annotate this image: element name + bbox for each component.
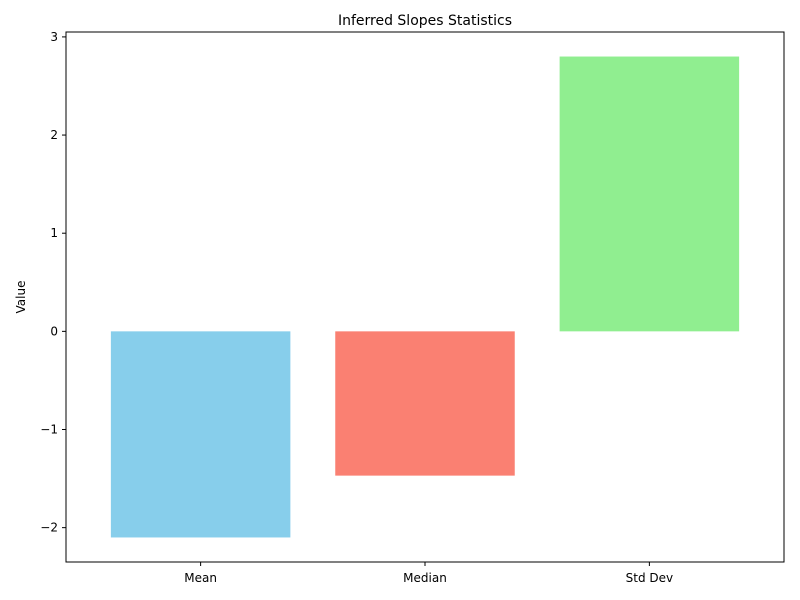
y-tick-label: −1 [40,423,58,437]
y-tick-label: 0 [50,324,58,338]
chart-title: Inferred Slopes Statistics [338,13,512,29]
bar-std-dev [559,56,740,332]
x-tick-label: Median [403,571,447,585]
x-tick-label: Std Dev [626,571,673,585]
bar-median [335,331,515,476]
plot-area-frame [65,31,785,563]
bar-mean [110,331,291,538]
y-tick-label: 1 [50,226,58,240]
y-axis-ticks: −2 −1 0 1 2 3 [40,30,66,535]
y-tick-label: 3 [50,30,58,44]
y-tick-label: 2 [50,128,58,142]
bars-layer [110,56,740,538]
x-tick-label: Mean [184,571,217,585]
y-tick-label: −2 [40,521,58,535]
x-axis-ticks: Mean Median Std Dev [184,562,673,585]
y-axis-label: Value [14,281,28,314]
